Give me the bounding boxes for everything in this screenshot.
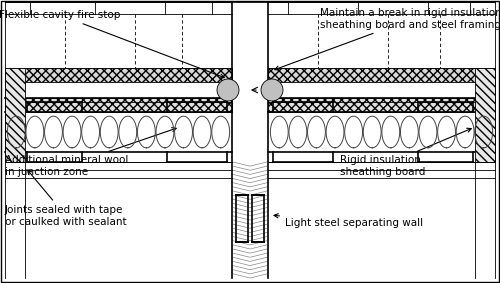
Bar [268, 68, 495, 82]
Bar [5, 68, 25, 162]
Text: Maintain a break in rigid insulation,
sheathing board and steel framing: Maintain a break in rigid insulation, sh… [275, 8, 500, 70]
Text: Rigid insulation
sheathing board: Rigid insulation sheathing board [340, 128, 471, 177]
Text: Light steel separating wall: Light steel separating wall [274, 214, 423, 228]
Bar [5, 68, 232, 82]
Bar [268, 98, 495, 112]
Text: Additional mineral wool
in junction zone: Additional mineral wool in junction zone [5, 128, 176, 177]
Circle shape [217, 79, 239, 101]
Text: Joints sealed with tape
or caulked with sealant: Joints sealed with tape or caulked with … [5, 170, 126, 227]
Bar [5, 98, 232, 112]
Bar [475, 68, 495, 162]
Text: Flexible cavity fire stop: Flexible cavity fire stop [0, 10, 224, 78]
Circle shape [261, 79, 283, 101]
